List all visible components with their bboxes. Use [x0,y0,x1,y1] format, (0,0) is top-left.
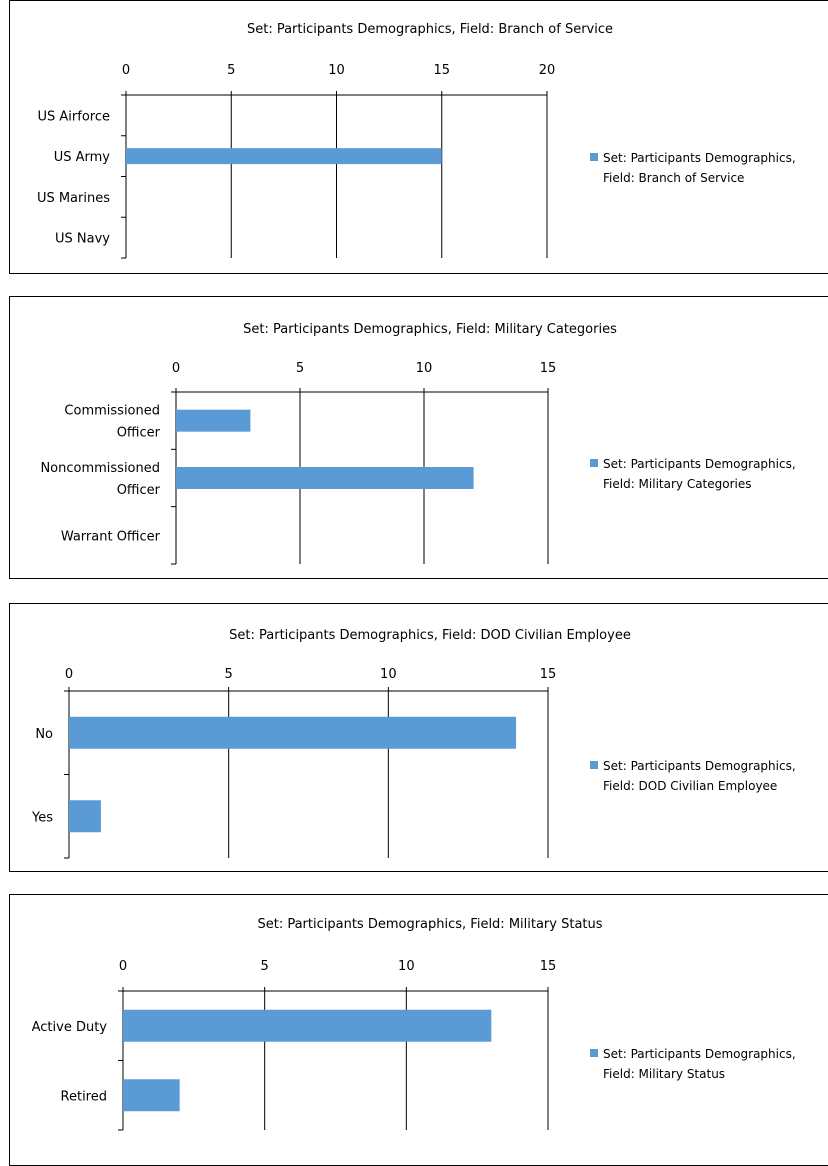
chart-svg: Set: Participants Demographics, Field: D… [31,628,796,859]
x-tick-label: 15 [540,667,557,682]
legend-label: Set: Participants Demographics, [603,1047,796,1061]
x-tick-label: 15 [540,361,557,376]
x-tick-label: 5 [261,959,269,974]
x-tick-label: 5 [225,667,233,682]
legend-label: Field: Branch of Service [603,171,744,185]
x-tick-label: 0 [172,361,180,376]
chart-title: Set: Participants Demographics, Field: M… [243,322,617,337]
category-label: US Marines [37,191,110,206]
category-label: US Airforce [38,109,110,124]
category-label: Warrant Officer [61,529,161,544]
x-tick-label: 15 [433,63,450,78]
x-tick-label: 0 [122,63,130,78]
x-tick-label: 10 [328,63,345,78]
legend-label: Field: Military Status [603,1067,725,1081]
x-tick-label: 5 [227,63,235,78]
category-label: US Navy [55,232,110,247]
chart-svg: Set: Participants Demographics, Field: M… [40,322,796,565]
bar [123,1009,492,1042]
category-label: Active Duty [32,1020,108,1035]
category-label: Commissioned [64,404,160,419]
x-tick-label: 0 [65,667,73,682]
chart-military-status: Set: Participants Demographics, Field: M… [0,894,828,1166]
chart-title: Set: Participants Demographics, Field: D… [229,628,631,643]
legend-swatch [590,1049,598,1057]
bar [69,716,517,749]
chart-dod-civilian-employee: Set: Participants Demographics, Field: D… [0,603,828,872]
category-label: US Army [54,150,111,165]
category-label: Retired [61,1089,107,1104]
bar [176,409,251,432]
chart-title: Set: Participants Demographics, Field: M… [257,917,602,932]
x-tick-label: 0 [119,959,127,974]
chart-svg: Set: Participants Demographics, Field: M… [32,917,796,1131]
bar [69,800,101,833]
chart-military-categories: Set: Participants Demographics, Field: M… [0,296,828,579]
bar [126,148,442,165]
legend-label: Field: DOD Civilian Employee [603,779,777,793]
chart-title: Set: Participants Demographics, Field: B… [247,22,613,37]
x-tick-label: 10 [416,361,433,376]
category-label: Officer [117,483,161,498]
legend-label: Set: Participants Demographics, [603,151,796,165]
x-tick-label: 10 [380,667,397,682]
chart-svg: Set: Participants Demographics, Field: B… [37,22,796,259]
legend-label: Field: Military Categories [603,477,752,491]
x-tick-label: 5 [296,361,304,376]
bar [123,1079,180,1112]
x-tick-label: 20 [539,63,556,78]
category-label: Noncommissioned [40,461,160,476]
category-label: Yes [31,810,53,825]
legend-label: Set: Participants Demographics, [603,457,796,471]
bar [176,467,474,489]
category-label: Officer [117,426,161,441]
legend-swatch [590,459,598,467]
chart-branch-of-service: Set: Participants Demographics, Field: B… [0,0,828,274]
legend-swatch [590,761,598,769]
x-tick-label: 10 [398,959,415,974]
legend-label: Set: Participants Demographics, [603,759,796,773]
legend-swatch [590,153,598,161]
x-tick-label: 15 [540,959,557,974]
category-label: No [35,727,53,742]
